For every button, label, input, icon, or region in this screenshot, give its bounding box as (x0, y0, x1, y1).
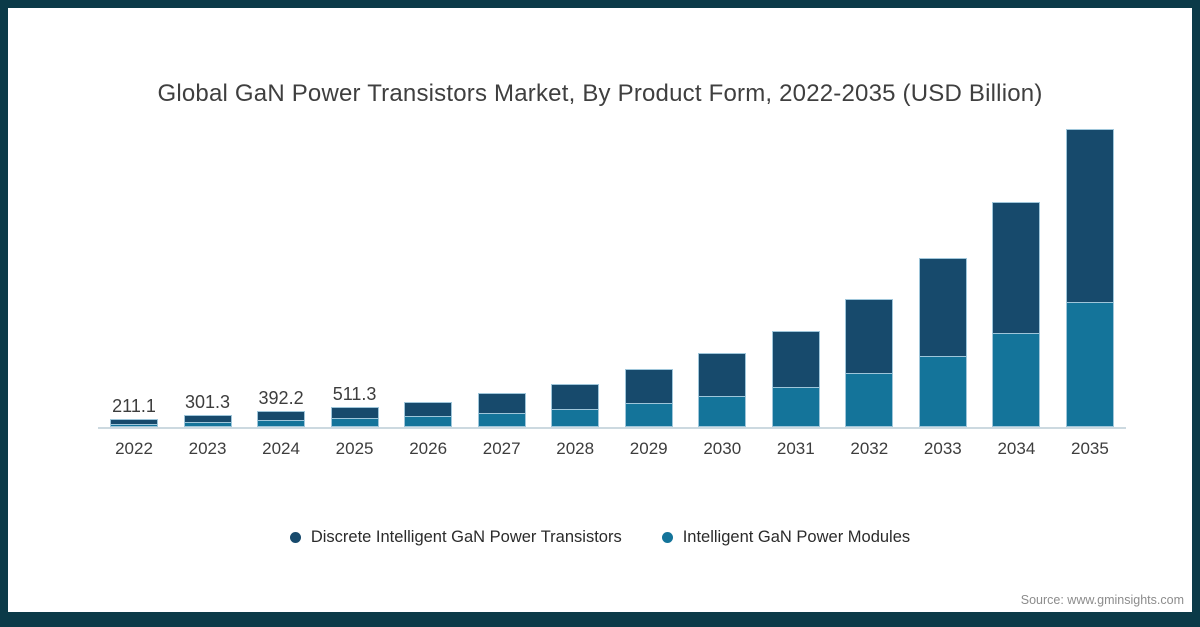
bar-column-2034 (992, 120, 1041, 427)
x-axis-labels: 2022 2023 2024 2025 2026 2027 2028 2029 2030 2031… (98, 439, 1126, 459)
segment-discrete-2035 (1065, 128, 1114, 302)
bar-column-2025: 511.3 (330, 120, 379, 427)
bar-column-2024: 392.2 (257, 120, 306, 427)
bar-column-2022: 211.1 (110, 120, 158, 427)
x-axis-label-2024: 2024 (262, 439, 300, 458)
x-axis-label-2025: 2025 (335, 439, 374, 458)
segment-modules-2031 (771, 386, 820, 427)
segment-discrete-2032 (845, 299, 894, 374)
segment-modules-2030 (698, 395, 747, 427)
segment-modules-2022 (110, 423, 158, 427)
segment-modules-2033 (918, 355, 967, 427)
segment-discrete-2030 (698, 353, 747, 396)
legend: Discrete Intelligent GaN Power Transisto… (8, 528, 1192, 547)
x-axis-label-2029: 2029 (629, 439, 668, 458)
x-axis-label-2028: 2028 (556, 439, 595, 458)
bar-column-2026 (404, 120, 453, 427)
segment-discrete-2024 (257, 411, 306, 421)
bar-column-2032 (845, 120, 894, 427)
bar-column-2023: 301.3 (183, 120, 232, 427)
x-axis-label-2030: 2030 (703, 439, 742, 458)
legend-dot-modules-icon (661, 532, 673, 543)
bar-value-label-2022: 211.1 (112, 395, 156, 416)
segment-modules-2026 (404, 416, 453, 427)
x-axis-label-2034: 2034 (997, 439, 1036, 458)
chart-title: Global GaN Power Transistors Market, By … (157, 80, 1043, 107)
segment-modules-2034 (992, 332, 1041, 427)
x-axis-label-2026: 2026 (409, 439, 448, 458)
x-axis-label-2033: 2033 (923, 439, 962, 458)
bar-column-2030 (698, 120, 747, 427)
segment-modules-2029 (624, 402, 673, 427)
segment-discrete-2031 (771, 330, 820, 387)
segment-modules-2023 (183, 421, 232, 427)
segment-discrete-2033 (918, 257, 967, 356)
legend-item-modules: Intelligent GaN Power Modules (661, 528, 911, 547)
bar-value-label-2024: 392.2 (258, 388, 304, 409)
bottom-frame-band (0, 612, 1200, 627)
segment-discrete-2029 (624, 369, 673, 403)
x-axis-label-2032: 2032 (850, 439, 889, 458)
segment-discrete-2022 (110, 418, 158, 424)
segment-modules-2032 (845, 373, 894, 427)
segment-modules-2035 (1065, 301, 1114, 427)
x-axis-label-2023: 2023 (188, 439, 227, 458)
bar-value-label-2023: 301.3 (185, 391, 231, 412)
segment-discrete-2025 (330, 406, 379, 419)
x-axis-label-2027: 2027 (482, 439, 521, 458)
segment-modules-2027 (477, 412, 526, 427)
segment-modules-2028 (551, 408, 600, 427)
bar-column-2028 (551, 120, 600, 427)
bar-column-2031 (771, 120, 820, 427)
bar-column-2029 (624, 120, 673, 427)
source-attribution: Source: www.gminsights.com (1020, 593, 1184, 607)
bar-column-2035 (1065, 120, 1114, 427)
legend-label-modules: Intelligent GaN Power Modules (682, 528, 911, 546)
legend-dot-discrete-icon (289, 532, 301, 543)
bar-column-2027 (477, 120, 526, 427)
legend-item-discrete: Discrete Intelligent GaN Power Transisto… (289, 528, 622, 547)
segment-modules-2025 (330, 418, 379, 427)
segment-discrete-2034 (992, 202, 1041, 333)
bar-value-label-2025: 511.3 (332, 383, 377, 404)
segment-discrete-2023 (183, 414, 232, 422)
x-axis-label-2035: 2035 (1070, 439, 1109, 458)
x-axis-label-2022: 2022 (115, 439, 153, 458)
segment-discrete-2027 (477, 393, 526, 413)
segment-discrete-2026 (404, 401, 453, 417)
segment-discrete-2028 (551, 383, 600, 409)
bar-column-2033 (918, 120, 967, 427)
legend-label-discrete: Discrete Intelligent GaN Power Transisto… (310, 528, 622, 546)
plot-area: 211.1 301.3 392.2 511.3 (98, 120, 1126, 429)
segment-modules-2024 (257, 420, 306, 427)
x-axis-label-2031: 2031 (776, 439, 815, 458)
